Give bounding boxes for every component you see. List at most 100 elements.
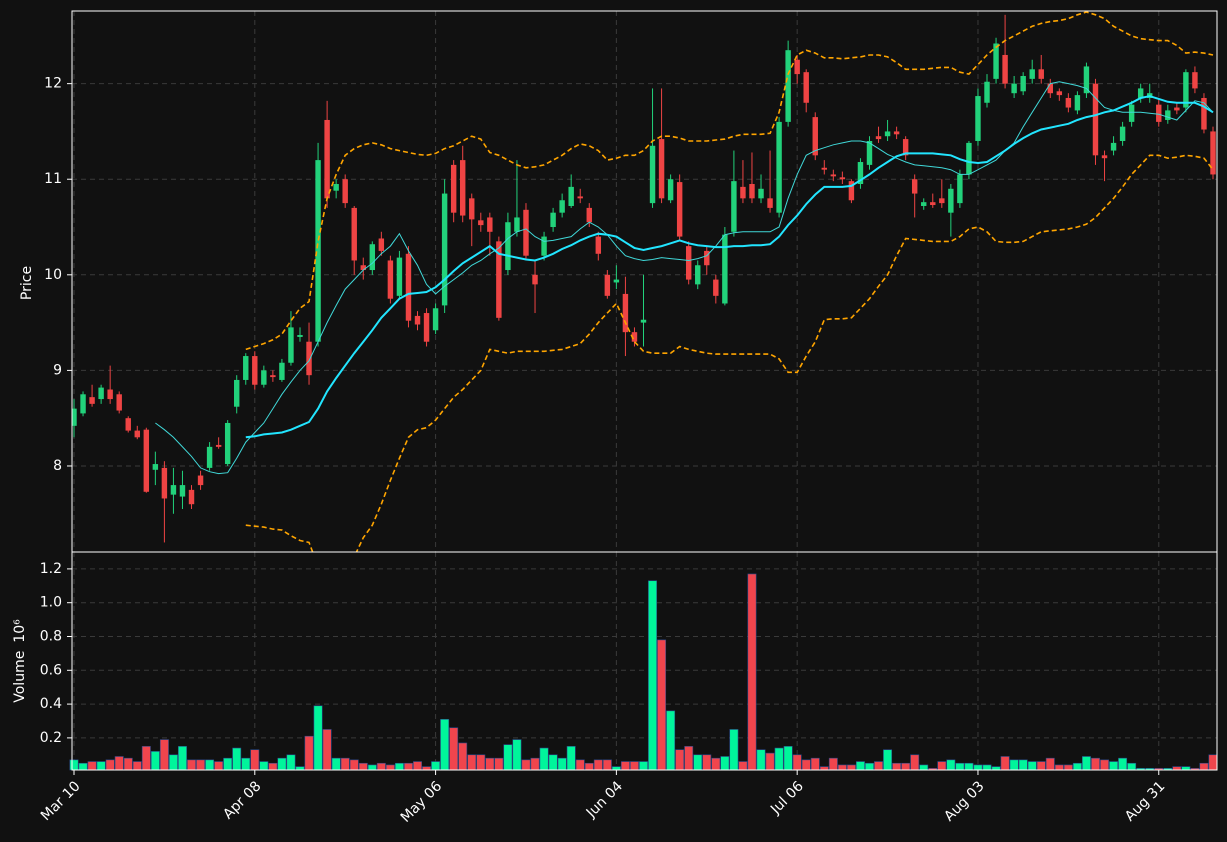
x-tick-label: Aug 03 [941, 778, 987, 824]
candle-body [505, 222, 511, 271]
y-tick-label: 0.6 [40, 662, 62, 678]
x-tick-label: May 06 [398, 778, 446, 826]
candle-body [803, 72, 809, 103]
candle-body [921, 202, 927, 206]
volume-bar [1199, 762, 1209, 771]
volume-bar [729, 729, 739, 771]
volume-bar [196, 759, 206, 771]
candle-body [469, 198, 475, 220]
y-tick-label: 10 [44, 267, 62, 283]
volume-bar [1027, 761, 1037, 771]
volume-bar [476, 754, 486, 771]
y-tick-label: 1.2 [40, 561, 62, 577]
candle-body [966, 142, 972, 175]
volume-bar [512, 739, 522, 771]
candle-body [1011, 83, 1017, 94]
candle-body [514, 217, 520, 232]
candle-body [550, 212, 556, 228]
candle-body [342, 179, 348, 204]
volume-bar [494, 757, 504, 771]
candle-body [351, 207, 357, 261]
volume-bar [1091, 757, 1100, 771]
candle-body [911, 179, 918, 194]
candle-body [984, 81, 990, 103]
volume-bar [720, 756, 730, 771]
candle-body [541, 236, 547, 256]
price-plot [72, 11, 1217, 552]
candle-body [1020, 75, 1026, 92]
candle-body [785, 50, 791, 122]
candle-body [613, 279, 620, 283]
indicator-line [245, 11, 1214, 351]
candle-body [902, 139, 909, 156]
x-tick-label: Mar 10 [38, 778, 84, 824]
candle-body [722, 234, 728, 304]
volume-bar [385, 764, 395, 771]
candle-body [116, 394, 122, 411]
volume-bar [982, 764, 992, 771]
candle-body [270, 375, 276, 378]
candle-body [631, 332, 638, 342]
candle-body [523, 209, 529, 256]
candle-body [243, 356, 249, 380]
candle-body [993, 43, 999, 79]
candle-body [1128, 104, 1135, 122]
volume-bar [331, 757, 341, 771]
y-tick-label: 9 [53, 362, 62, 378]
volume-bar [566, 746, 576, 771]
volume-bar [241, 757, 251, 771]
candle-body [1029, 69, 1035, 79]
candle-body [1192, 72, 1198, 89]
volume-bar [440, 719, 450, 771]
candle-body [948, 188, 954, 213]
volume-bar [295, 766, 305, 771]
volume-bar [367, 764, 377, 771]
candle-body [1002, 54, 1008, 84]
volume-bar [765, 752, 775, 771]
candle-body [559, 200, 565, 213]
volume-bar [666, 710, 676, 771]
volume-bar [874, 761, 883, 771]
volume-bar [783, 746, 793, 771]
y-tick-label: 0.8 [40, 628, 62, 644]
volume-bar [349, 759, 359, 771]
volume-bar [1000, 756, 1010, 771]
candle-body [884, 131, 891, 137]
indicator-line [245, 154, 1214, 552]
volume-bar [322, 729, 332, 771]
candle-body [586, 207, 592, 223]
volume-bar [340, 757, 350, 771]
y-tick-label: 12 [44, 76, 62, 92]
candle-body [713, 279, 719, 296]
candle-body [1101, 155, 1108, 159]
candle-body [107, 389, 113, 400]
candle-body [378, 238, 385, 251]
volume-bar [503, 744, 513, 771]
candle-body [957, 174, 963, 204]
volume-bar [801, 759, 811, 771]
candle-body [459, 160, 466, 216]
price-panel [71, 10, 1218, 553]
candle-body [767, 198, 773, 208]
volume-bar [1100, 759, 1109, 771]
volume-bar [277, 757, 287, 771]
volume-bar [530, 757, 540, 771]
candle-body [288, 327, 294, 363]
y-tick-label: 11 [44, 171, 62, 187]
candle-body [758, 188, 764, 199]
candle-body [1056, 91, 1063, 96]
volume-offset: 10⁶ [12, 619, 28, 643]
candle-body [1083, 66, 1090, 94]
x-tick-label: Apr 08 [220, 778, 264, 822]
volume-bar [1081, 756, 1091, 771]
candle-body [405, 253, 412, 321]
volume-bar [865, 762, 874, 771]
candle-body [306, 341, 312, 376]
candle-body [161, 467, 168, 499]
volume-bar [919, 764, 929, 771]
volume-bar [593, 759, 603, 771]
candle-body [1210, 131, 1216, 175]
y-tick-label: 0.4 [40, 696, 62, 712]
volume-bar [937, 761, 947, 771]
volume-bar [1127, 762, 1137, 771]
